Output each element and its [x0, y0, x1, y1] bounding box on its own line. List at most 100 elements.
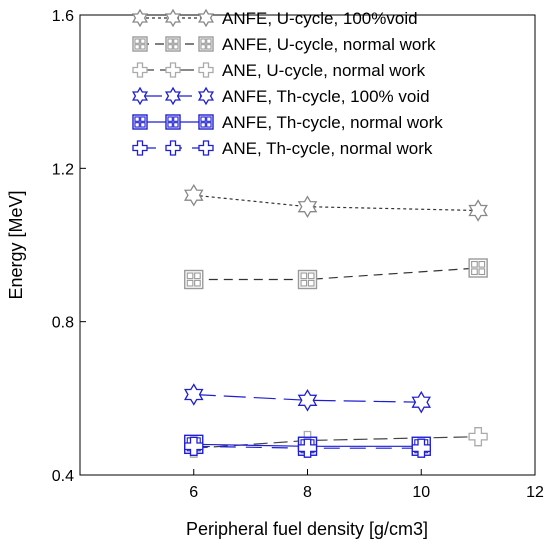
cross-marker: [297, 438, 318, 458]
marker-cell: [206, 116, 212, 122]
legend-label: ANFE, U-cycle, 100%void: [222, 9, 418, 28]
marker-cell: [173, 38, 179, 44]
star-marker: [183, 383, 204, 406]
y-tick-label: 1.2: [52, 161, 74, 178]
box-marker: [198, 36, 214, 52]
series-layer: [183, 183, 488, 458]
marker-cell: [173, 122, 179, 128]
x-axis-label: Peripheral fuel density [g/cm3]: [186, 519, 428, 539]
data-point: [197, 8, 215, 28]
data-point: [131, 86, 149, 106]
series-line: [193, 393, 422, 403]
data-point: [164, 86, 182, 106]
data-point: [132, 36, 148, 52]
legend-label: ANE, Th-cycle, normal work: [222, 139, 433, 158]
star-marker: [297, 195, 318, 218]
box-marker: [165, 114, 181, 130]
data-point: [197, 86, 215, 106]
data-point: [184, 436, 204, 456]
cross-marker: [165, 62, 181, 78]
data-point: [165, 62, 181, 78]
marker-cell: [167, 38, 173, 44]
y-tick-label: 0.8: [52, 315, 74, 332]
data-point: [198, 140, 214, 156]
marker-cell: [206, 122, 212, 128]
marker-cell: [206, 44, 212, 50]
data-point: [165, 140, 181, 156]
marker-cell: [173, 116, 179, 122]
marker-cell: [134, 38, 140, 44]
marker-cell: [186, 279, 194, 287]
y-axis-label: Energy [MeV]: [6, 190, 26, 299]
cross-marker: [132, 140, 148, 156]
data-point: [198, 36, 214, 52]
data-point: [297, 195, 318, 218]
legend-label: ANFE, Th-cycle, 100% void: [222, 87, 430, 106]
marker-cell: [134, 44, 140, 50]
legend-label: ANFE, U-cycle, normal work: [222, 35, 436, 54]
data-point: [132, 140, 148, 156]
marker-cell: [140, 116, 146, 122]
marker-cell: [478, 260, 486, 268]
box-marker: [184, 269, 204, 290]
cross-marker: [184, 436, 204, 456]
marker-cell: [194, 272, 201, 280]
data-point: [468, 427, 488, 447]
legend-entry: ANFE, Th-cycle, 100% void: [131, 86, 430, 106]
series-4: [183, 383, 432, 414]
star-marker: [468, 199, 488, 222]
marker-cell: [140, 38, 146, 44]
marker-cell: [140, 44, 146, 50]
box-marker: [165, 36, 181, 52]
data-point: [165, 36, 181, 52]
marker-cell: [471, 260, 478, 268]
star-marker: [411, 390, 432, 414]
series-line: [193, 267, 479, 281]
y-tick-label: 0.4: [52, 468, 74, 485]
marker-cell: [167, 122, 173, 128]
box-marker: [198, 114, 214, 130]
series-2: [184, 258, 488, 290]
data-point: [297, 269, 318, 290]
star-marker: [131, 86, 149, 106]
marker-cell: [471, 268, 478, 276]
data-point: [131, 8, 149, 28]
series-3: [184, 427, 488, 458]
x-tick-label: 6: [189, 484, 198, 501]
marker-cell: [173, 44, 179, 50]
marker-cell: [167, 44, 173, 50]
series-6: [184, 436, 431, 458]
star-marker: [131, 8, 149, 28]
data-point: [198, 114, 214, 130]
box-marker: [297, 269, 318, 290]
marker-cell: [134, 122, 140, 128]
y-tick-label: 1.6: [52, 8, 74, 25]
cross-marker: [198, 62, 214, 78]
data-point: [183, 183, 204, 207]
box-marker: [468, 258, 488, 278]
marker-cell: [134, 116, 140, 122]
marker-cell: [140, 122, 146, 128]
data-point: [468, 199, 488, 222]
series-line: [193, 194, 479, 212]
x-tick-label: 12: [526, 484, 544, 501]
star-marker: [297, 389, 318, 412]
legend-entry: ANE, Th-cycle, normal work: [132, 139, 433, 158]
data-point: [132, 62, 148, 78]
star-marker: [164, 8, 182, 28]
data-point: [411, 438, 431, 458]
star-marker: [197, 8, 215, 28]
marker-cell: [167, 116, 173, 122]
marker-cell: [200, 44, 206, 50]
marker-cell: [478, 268, 486, 276]
marker-cell: [200, 116, 206, 122]
data-point: [411, 390, 432, 414]
axis-ticks: 6 8 10 12 0.4 0.8 1.2 1.6: [52, 8, 544, 501]
marker-cell: [300, 272, 308, 280]
star-marker: [183, 183, 204, 207]
cross-marker: [411, 438, 431, 458]
box-marker: [132, 36, 148, 52]
marker-cell: [200, 122, 206, 128]
marker-cell: [194, 279, 201, 287]
marker-cell: [300, 279, 308, 287]
